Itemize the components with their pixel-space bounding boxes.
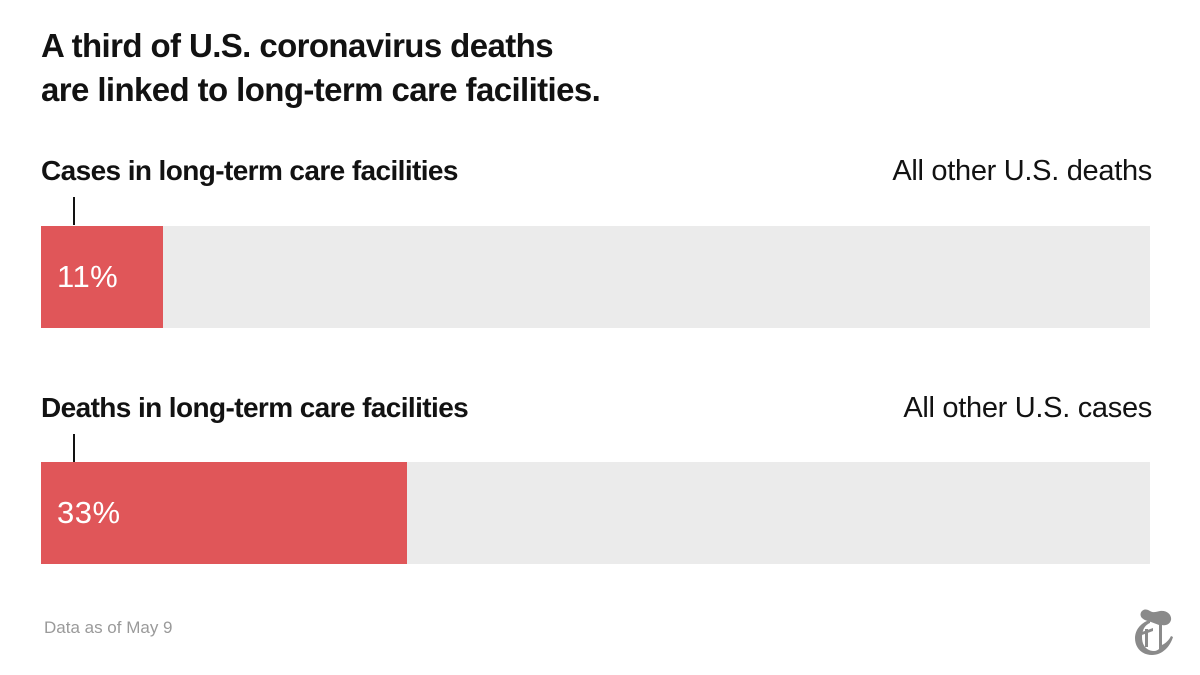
remainder-label-deaths: All other U.S. cases — [903, 392, 1152, 424]
bar-value-label-cases: 11% — [57, 259, 119, 294]
remainder-label-cases: All other U.S. deaths — [892, 155, 1152, 187]
bar-track-cases: 11% — [41, 226, 1150, 328]
chart-title-line: are linked to long-term care facilities. — [41, 71, 601, 108]
bar-track-deaths: 33% — [41, 462, 1150, 564]
bar-label-cases: Cases in long-term care facilities — [41, 155, 458, 186]
bar-tick-cases — [73, 197, 75, 225]
bar-fill-deaths — [41, 462, 407, 564]
bar-label-deaths: Deaths in long-term care facilities — [41, 392, 469, 423]
chart-title: A third of U.S. coronavirus deaths are l… — [41, 24, 941, 112]
source-note: Data as of May 9 — [44, 618, 173, 637]
nyt-t-logo-icon — [1135, 609, 1173, 655]
bar-value-label-deaths: 33% — [57, 495, 121, 530]
bar-fill-cases — [41, 226, 163, 328]
chart-title-line: A third of U.S. coronavirus deaths — [41, 27, 554, 64]
bar-tick-deaths — [73, 434, 75, 462]
